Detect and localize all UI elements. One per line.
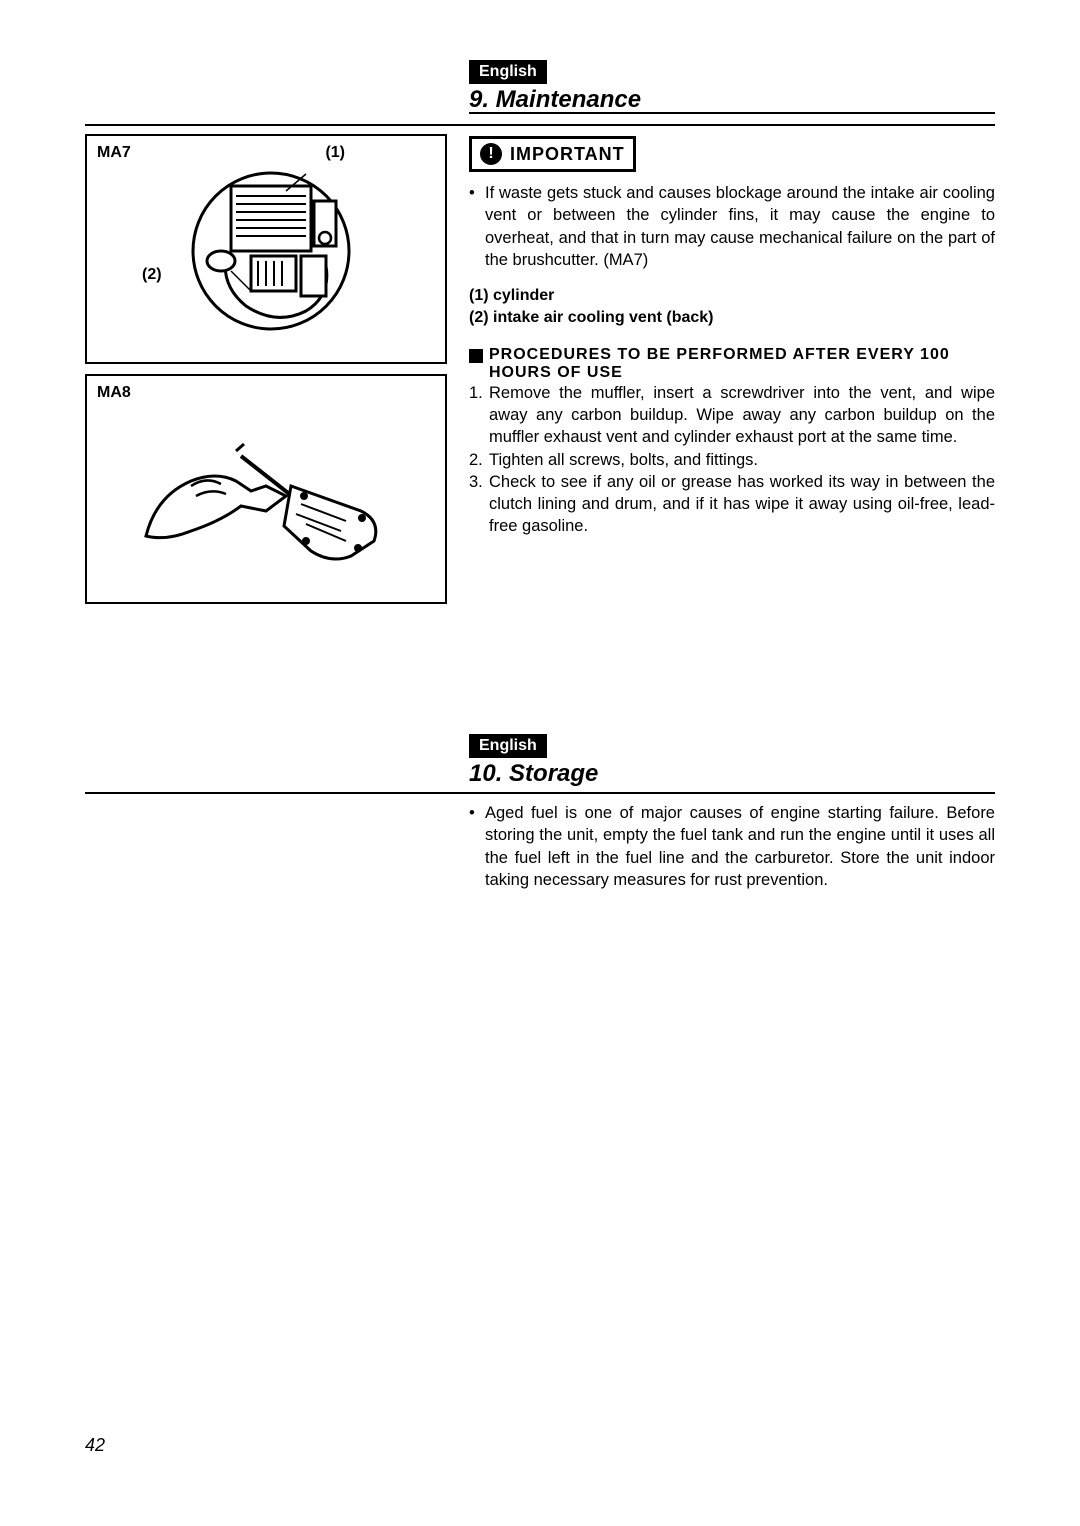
step-2: 2. Tighten all screws, bolts, and fittin…: [469, 449, 995, 471]
fig-callout-2: (2): [142, 266, 162, 284]
section-9-title: 9. Maintenance: [469, 86, 641, 114]
square-bullet-icon: [469, 349, 483, 363]
storage-bullet-text: Aged fuel is one of major causes of engi…: [485, 802, 995, 891]
step-text: Tighten all screws, bolts, and fittings.: [489, 449, 758, 471]
rule-line-2: [85, 792, 995, 794]
section-10-title: 10. Storage: [469, 760, 598, 788]
step-num: 3.: [469, 471, 489, 538]
storage-bullet: • Aged fuel is one of major causes of en…: [469, 802, 995, 891]
fig-code-2: MA8: [97, 384, 131, 402]
procedure-heading-text: PROCEDURES TO BE PERFORMED AFTER EVERY 1…: [489, 346, 995, 382]
language-tag-2: English: [469, 734, 547, 758]
step-text: Remove the muffler, insert a screwdriver…: [489, 382, 995, 449]
def-1: (1) cylinder: [469, 285, 995, 307]
step-text: Check to see if any oil or grease has wo…: [489, 471, 995, 538]
engine-diagram: [176, 156, 356, 336]
step-num: 1.: [469, 382, 489, 449]
important-icon: !: [480, 143, 502, 165]
important-bullet-text: If waste gets stuck and causes blockage …: [485, 182, 995, 271]
language-tag: English: [469, 60, 547, 84]
step-num: 2.: [469, 449, 489, 471]
step-3: 3. Check to see if any oil or grease has…: [469, 471, 995, 538]
step-1: 1. Remove the muffler, insert a screwdri…: [469, 382, 995, 449]
def-2: (2) intake air cooling vent (back): [469, 307, 995, 329]
procedure-heading: PROCEDURES TO BE PERFORMED AFTER EVERY 1…: [469, 346, 995, 382]
fig-code: MA7: [97, 144, 131, 162]
definitions: (1) cylinder (2) intake air cooling vent…: [469, 285, 995, 330]
important-callout: ! IMPORTANT: [469, 136, 636, 172]
page-number: 42: [85, 1435, 105, 1456]
figure-ma7: MA7 (1) (2): [85, 134, 447, 364]
important-label: IMPORTANT: [510, 144, 625, 165]
figure-ma8: MA8: [85, 374, 447, 604]
hand-diagram: [136, 396, 396, 566]
important-bullet: • If waste gets stuck and causes blockag…: [469, 182, 995, 271]
